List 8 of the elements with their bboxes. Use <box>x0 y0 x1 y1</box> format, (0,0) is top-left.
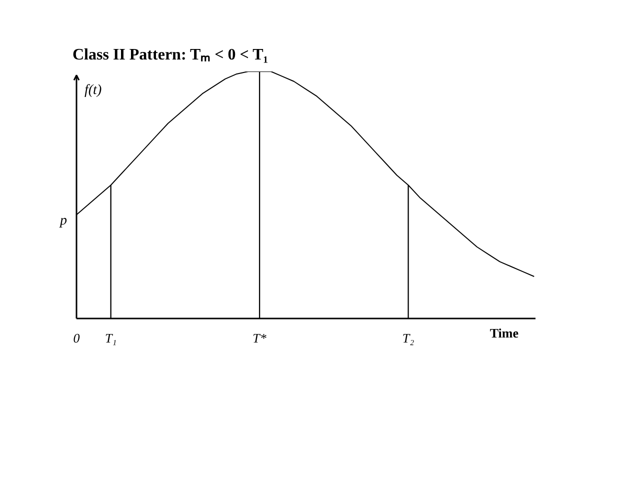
x-tick-label: T₁ <box>104 330 117 346</box>
annotation: p <box>59 213 67 228</box>
x-tick-label: T₂ <box>402 330 415 346</box>
x-tick-label: T* <box>252 330 267 346</box>
y-axis-title: f(t) <box>84 83 102 98</box>
chart-title: Class II Pattern: Tₘ < 0 < T₁ <box>72 46 268 64</box>
x-axis-title: Time <box>490 326 519 340</box>
x-tick-label: 0 <box>73 330 80 346</box>
